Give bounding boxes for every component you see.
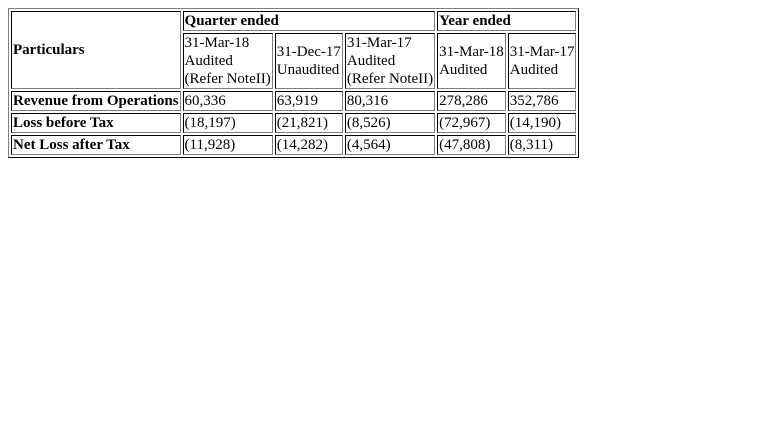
column-date: 31-Mar-17 bbox=[346, 35, 412, 51]
column-date: 31-Mar-17 bbox=[509, 44, 575, 60]
table-cell: (47,808) bbox=[437, 135, 506, 155]
table-cell: 352,786 bbox=[507, 91, 577, 111]
column-status: Audited bbox=[346, 53, 396, 69]
table-row-net-loss: Net Loss after Tax (11,928) (14,282) (4,… bbox=[11, 135, 577, 155]
particulars-header: Particulars bbox=[11, 11, 181, 89]
column-status: Audited bbox=[509, 62, 559, 78]
table-cell: (14,190) bbox=[507, 113, 577, 133]
column-header-y-mar18: 31-Mar-18 Audited bbox=[437, 33, 506, 89]
financial-results-table: Particulars Quarter ended Year ended 31-… bbox=[8, 8, 580, 158]
table-cell: 63,919 bbox=[274, 91, 343, 111]
table-cell: (72,967) bbox=[437, 113, 506, 133]
column-header-q-mar17: 31-Mar-17 Audited (Refer NoteII) bbox=[344, 33, 436, 89]
table-row-revenue: Revenue from Operations 60,336 63,919 80… bbox=[11, 91, 577, 111]
table-cell: (11,928) bbox=[182, 135, 273, 155]
table-cell: 80,316 bbox=[344, 91, 436, 111]
column-date: 31-Mar-18 bbox=[439, 44, 504, 60]
column-status: Audited bbox=[439, 62, 488, 78]
table-row-loss-before-tax: Loss before Tax (18,197) (21,821) (8,526… bbox=[11, 113, 577, 133]
column-status: Unaudited bbox=[276, 62, 340, 78]
table-cell: (14,282) bbox=[274, 135, 343, 155]
row-label: Revenue from Operations bbox=[11, 91, 181, 111]
table-cell: 60,336 bbox=[182, 91, 273, 111]
row-label: Net Loss after Tax bbox=[11, 135, 181, 155]
table-cell: (4,564) bbox=[344, 135, 436, 155]
column-header-q-dec17: 31-Dec-17 Unaudited bbox=[274, 33, 343, 89]
table-cell: (8,311) bbox=[507, 135, 577, 155]
column-note: (Refer NoteII) bbox=[184, 71, 271, 87]
header-row-groups: Particulars Quarter ended Year ended bbox=[11, 11, 577, 89]
table-cell: (8,526) bbox=[344, 113, 436, 133]
column-note: (Refer NoteII) bbox=[346, 71, 434, 87]
row-label: Loss before Tax bbox=[11, 113, 181, 133]
quarter-ended-header: Quarter ended bbox=[182, 11, 436, 31]
header-row-columns: 31-Mar-18 Audited (Refer NoteII) 31-Dec-… bbox=[11, 33, 577, 89]
column-header-y-mar17: 31-Mar-17 Audited bbox=[507, 33, 577, 89]
table-cell: (21,821) bbox=[274, 113, 343, 133]
column-date: 31-Dec-17 bbox=[276, 44, 341, 60]
year-ended-header: Year ended bbox=[437, 11, 577, 31]
table-cell: 278,286 bbox=[437, 91, 506, 111]
column-date: 31-Mar-18 bbox=[184, 35, 250, 51]
column-status: Audited bbox=[184, 53, 233, 69]
table-cell: (18,197) bbox=[182, 113, 273, 133]
column-header-q-mar18: 31-Mar-18 Audited (Refer NoteII) bbox=[182, 33, 273, 89]
